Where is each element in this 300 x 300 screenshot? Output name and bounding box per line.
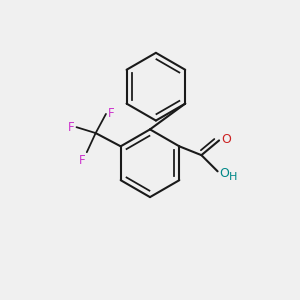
Text: O: O <box>221 133 231 146</box>
Text: F: F <box>79 154 85 167</box>
Text: F: F <box>108 106 115 119</box>
Text: H: H <box>229 172 237 182</box>
Text: F: F <box>68 121 74 134</box>
Text: O: O <box>219 167 229 180</box>
